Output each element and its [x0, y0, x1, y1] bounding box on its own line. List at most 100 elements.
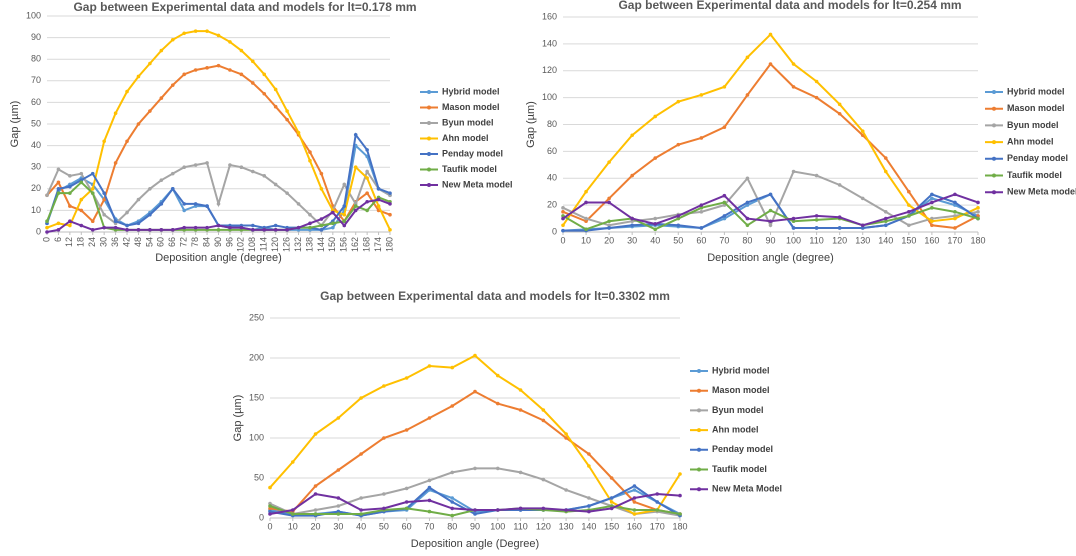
- y-tick-label: 60: [31, 97, 41, 107]
- point: [170, 187, 175, 191]
- point: [136, 122, 141, 126]
- point: [285, 191, 289, 195]
- point: [148, 228, 152, 232]
- x-tick-label: 0: [560, 235, 565, 245]
- point: [676, 223, 681, 228]
- point: [907, 223, 911, 228]
- point: [170, 37, 175, 42]
- point: [268, 504, 272, 508]
- point: [587, 504, 591, 508]
- point: [239, 48, 244, 53]
- point: [814, 214, 819, 218]
- series-line: [46, 132, 391, 231]
- x-tick-label: 114: [259, 237, 269, 251]
- point: [584, 227, 588, 232]
- point: [216, 63, 221, 68]
- point: [722, 216, 727, 221]
- y-tick-label: 0: [552, 226, 557, 236]
- y-tick-label: 20: [31, 183, 41, 193]
- y-tick-label: 120: [542, 65, 557, 75]
- point: [450, 404, 455, 408]
- point: [313, 492, 318, 496]
- y-axis-label: Gap (µm): [9, 101, 21, 148]
- point: [564, 436, 568, 440]
- point: [273, 182, 278, 187]
- legend-marker: [697, 428, 701, 433]
- point: [296, 202, 301, 206]
- point: [365, 199, 369, 204]
- point: [814, 226, 819, 230]
- x-tick-label: 160: [924, 235, 939, 245]
- point: [722, 85, 727, 89]
- point: [427, 485, 432, 490]
- point: [205, 29, 209, 33]
- point: [68, 184, 72, 189]
- x-tick-label: 126: [281, 237, 291, 252]
- point: [814, 79, 819, 84]
- point: [768, 192, 773, 197]
- point: [308, 212, 312, 217]
- point: [699, 203, 704, 207]
- point: [745, 216, 750, 221]
- point: [837, 111, 842, 116]
- point: [342, 219, 347, 223]
- point: [653, 227, 658, 232]
- point: [814, 218, 819, 222]
- point: [193, 225, 198, 230]
- point: [518, 506, 523, 511]
- x-tick-label: 180: [970, 235, 985, 245]
- point: [609, 500, 614, 504]
- point: [768, 62, 773, 66]
- point: [359, 508, 363, 512]
- point: [561, 228, 565, 233]
- legend-marker: [427, 121, 431, 125]
- point: [930, 219, 934, 224]
- point: [268, 485, 272, 490]
- legend-marker: [697, 447, 701, 452]
- point: [518, 408, 523, 412]
- point: [745, 55, 750, 60]
- point: [68, 174, 72, 178]
- point: [308, 150, 312, 154]
- point: [90, 171, 95, 176]
- legend-label: Taufik model: [442, 164, 497, 174]
- point: [404, 486, 409, 491]
- x-tick-label: 180: [672, 521, 687, 531]
- point: [427, 416, 432, 420]
- x-tick-label: 110: [809, 235, 823, 245]
- point: [678, 512, 682, 516]
- point: [113, 225, 118, 230]
- point: [90, 219, 95, 223]
- x-tick-label: 102: [236, 237, 246, 252]
- x-tick-label: 40: [356, 521, 366, 531]
- point: [319, 187, 324, 191]
- point: [182, 208, 186, 213]
- y-tick-label: 60: [547, 146, 557, 156]
- point: [262, 72, 267, 77]
- legend-label: Hybrid model: [442, 86, 500, 96]
- point: [336, 496, 341, 500]
- point: [290, 508, 295, 512]
- point: [102, 212, 106, 217]
- point: [907, 214, 911, 218]
- point: [125, 228, 129, 232]
- point: [170, 171, 175, 176]
- x-tick-label: 70: [719, 235, 729, 245]
- point: [45, 193, 49, 198]
- point: [205, 204, 209, 208]
- point: [159, 178, 164, 182]
- point: [382, 384, 386, 388]
- point: [193, 163, 198, 167]
- point: [376, 204, 381, 208]
- point: [495, 373, 500, 378]
- y-axis-label: Gap (µm): [525, 101, 537, 148]
- legend-marker: [427, 136, 431, 141]
- point: [404, 506, 409, 511]
- x-tick-label: 138: [304, 237, 314, 252]
- legend-label: Mason model: [712, 385, 770, 395]
- point: [953, 214, 957, 218]
- legend-label: Hybrid model: [1007, 86, 1065, 96]
- x-tick-label: 140: [581, 521, 596, 531]
- point: [450, 506, 455, 511]
- point: [609, 506, 614, 511]
